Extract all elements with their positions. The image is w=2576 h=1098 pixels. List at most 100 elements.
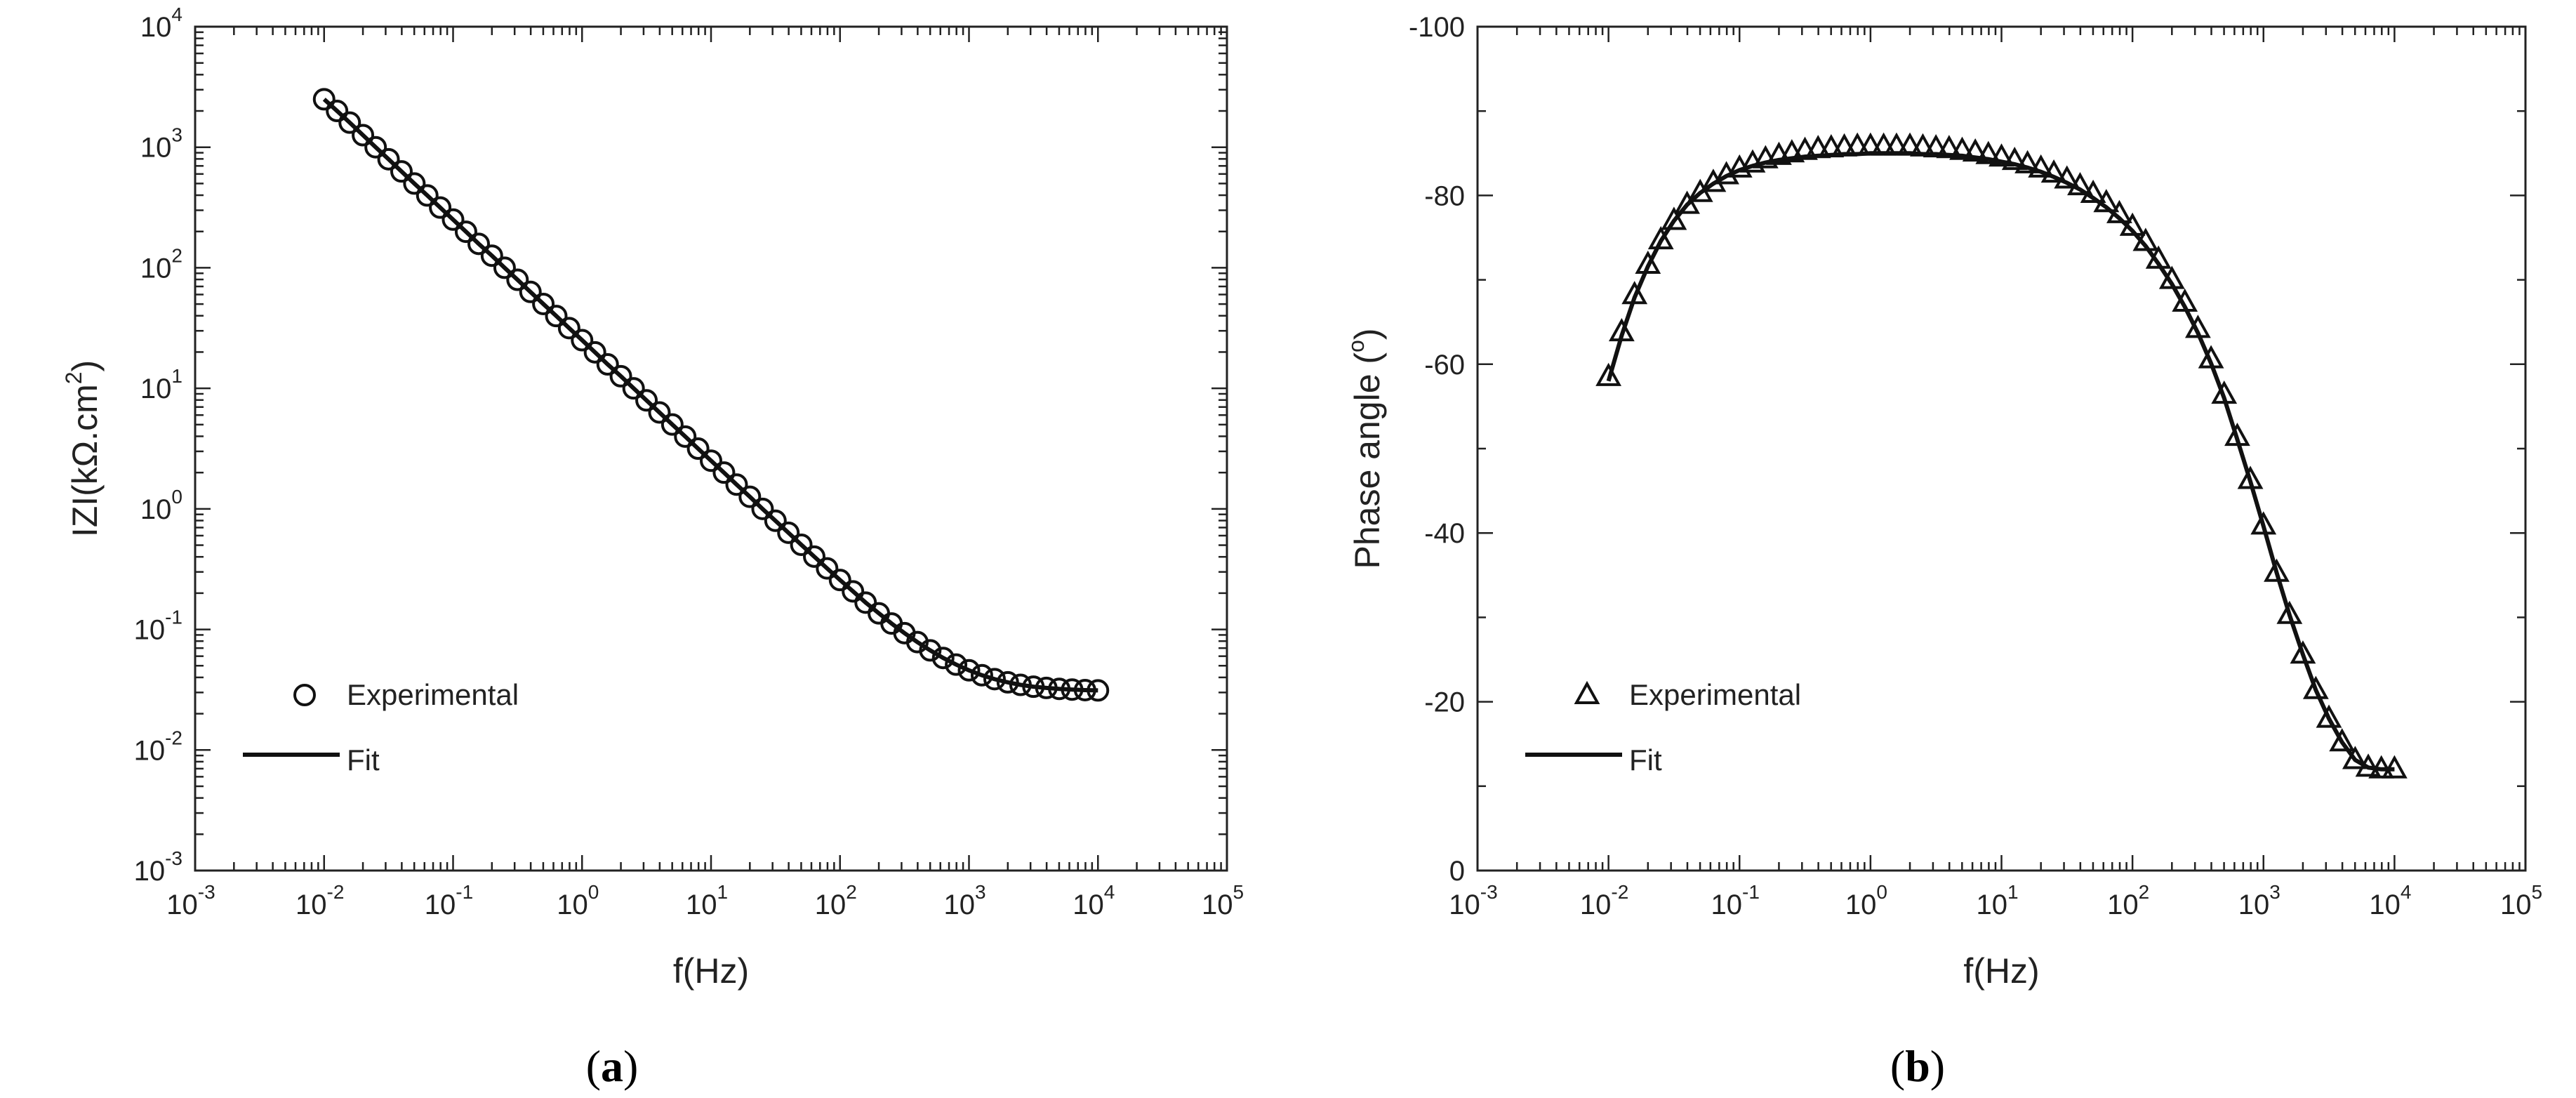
x-tick-label: 10-3 [166,881,215,920]
data-point [2028,154,2054,178]
x-tick-label: 100 [1845,881,1887,920]
y-tick-label: -40 [1424,518,1465,549]
x-tick-label: 101 [686,881,728,920]
data-point [2001,146,2028,171]
data-point [2276,600,2303,624]
data-point [1674,190,1700,214]
data-point [2067,172,2093,196]
data-point [1061,678,1084,701]
legend-label-experimental: Experimental [1629,678,1801,711]
data-point [1035,676,1058,699]
x-tick-label: 102 [815,881,857,920]
data-point [377,147,400,171]
data-point [1009,673,1032,696]
data-point [1818,133,1845,158]
data-point [571,329,594,352]
x-axis-title: f(Hz) [673,951,749,991]
data-point [1635,250,1661,274]
data-point [1661,206,1687,230]
x-tick-label: 10-3 [1449,881,1497,920]
y-tick-label: 104 [140,4,182,43]
y-tick-label: -20 [1424,687,1465,718]
data-point [712,461,736,484]
data-point [1647,225,1674,250]
data-point [945,653,968,676]
data-point [777,521,800,544]
data-point [416,184,439,207]
data-point [1087,679,1110,702]
data-point [828,569,851,592]
data-point [1989,143,2014,167]
y-tick-label: 0 [1449,856,1465,887]
legend-label-fit: Fit [1629,743,1662,776]
data-point [441,208,465,231]
data-point [1962,138,1989,162]
data-point [983,668,1007,691]
panel-b-phase-angle: 10-3 10-2 10-1 100 101 102 103 104 105 0 -20 -40 -60… [1343,12,2542,1091]
data-point [996,670,1019,694]
fit-line [1606,151,2395,772]
data-point [312,88,336,111]
data-point [467,232,491,256]
x-tick-label: 102 [2107,881,2149,920]
x-tick-label: 105 [1202,881,1244,920]
data-point [596,353,619,376]
data-point [764,509,787,532]
data-point [2145,245,2172,269]
x-tick-label: 10-2 [296,881,344,920]
y-tick-label: -100 [1409,12,1465,43]
data-point [751,497,774,520]
legend: Experimental Fit [1525,678,1801,776]
y-tick-label: 103 [140,124,182,164]
x-axis-title: f(Hz) [1963,951,2039,991]
x-tick-label: 103 [2238,881,2280,920]
data-point [1910,133,1936,157]
data-point [352,124,375,147]
data-point [738,485,762,508]
data-point [557,317,580,340]
data-point [609,364,632,388]
data-point [1883,132,1910,156]
data-point [635,389,658,412]
legend-label-fit: Fit [347,743,380,776]
data-point [660,413,684,436]
data-point [816,557,839,580]
y-tick-label: 101 [140,365,182,404]
data-point [1048,677,1071,701]
data-point [725,473,748,496]
x-tick-label: 104 [1073,881,1115,920]
data-point [2080,179,2106,203]
data-point [1936,135,1963,159]
y-tick-label: -80 [1424,180,1465,211]
data-point [970,663,993,687]
data-point [1595,362,1622,386]
x-tick-label: 10-1 [1711,881,1760,920]
data-point [700,449,722,472]
data-point [842,580,865,603]
panel-a-impedance-modulus: 10-3 10-2 10-1 100 101 102 103 104 105 10-3 10-2 10… [61,4,1244,1091]
data-point [2106,199,2132,223]
data-point [454,220,477,244]
data-point [1871,132,1897,156]
panel-label: (b) [1890,1041,1945,1091]
data-point [622,377,645,400]
data-point [2198,345,2224,369]
data-point [2381,755,2408,779]
data-point [1949,136,1975,160]
data-point [2290,640,2316,664]
data-point [2184,315,2211,338]
y-axis-title-group: IZI(kΩ.cm2) [61,360,105,537]
data-point [931,647,955,670]
data-point [1897,132,1923,156]
data-point [583,340,606,364]
y-axis-title-group: Phase angle (o) [1343,329,1387,569]
data-point [674,425,697,448]
legend-marker-experimental [293,684,316,706]
panel-label: (a) [586,1041,639,1091]
legend-label-experimental: Experimental [347,678,519,711]
data-point [803,545,826,568]
data-point [493,256,516,279]
y-tick-label: 10-2 [134,727,182,766]
x-tick-label: 10-2 [1580,881,1628,920]
